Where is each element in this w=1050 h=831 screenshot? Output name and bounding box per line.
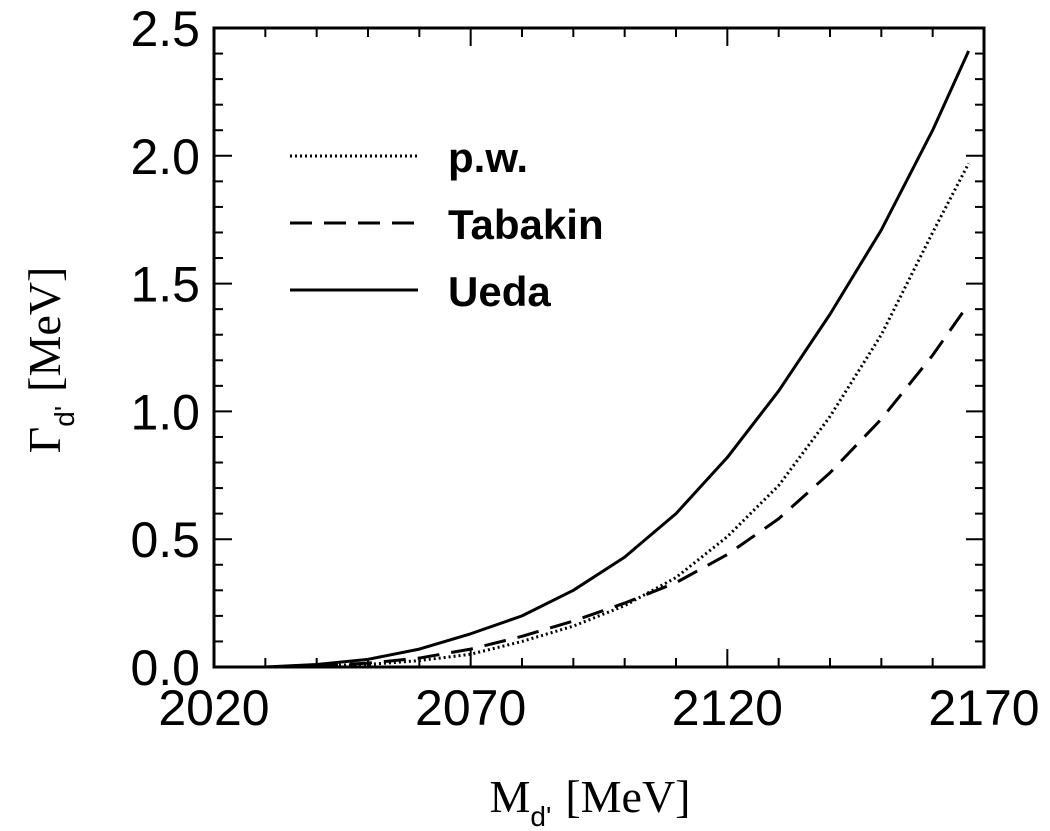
legend: p.w. Tabakin Ueda <box>290 134 604 315</box>
y-tick-label: 1.0 <box>130 384 200 440</box>
plot-frame <box>212 26 986 669</box>
ticks-layer <box>213 27 985 668</box>
y-axis-subscript: d' <box>49 406 80 427</box>
y-tick-label: 2.0 <box>130 129 200 185</box>
x-tick-label: 2020 <box>158 680 269 736</box>
y-tick-label: 1.5 <box>130 257 200 313</box>
y-axis-symbol: Γ <box>19 427 70 454</box>
legend-label-pw: p.w. <box>448 134 528 181</box>
x-axis-subscript: d' <box>530 801 551 831</box>
x-tick-label: 2170 <box>928 680 1039 736</box>
x-axis-symbol: M <box>489 771 530 822</box>
y-tick-label: 2.5 <box>130 1 200 57</box>
x-tick-label: 2120 <box>672 680 783 736</box>
x-tick-labels: 2020 2070 2120 2170 <box>158 680 1039 736</box>
legend-label-tabakin: Tabakin <box>448 201 604 248</box>
series-line-p-w <box>214 162 970 669</box>
series-layer <box>214 50 970 669</box>
y-axis-title: Γd' [MeV] <box>19 267 80 454</box>
y-tick-label: 0.5 <box>130 512 200 568</box>
y-tick-labels: 0.0 0.5 1.0 1.5 2.0 2.5 <box>130 1 200 696</box>
y-axis-unit: [MeV] <box>19 267 70 392</box>
x-axis-unit: [MeV] <box>565 771 690 822</box>
series-line-tabakin <box>214 303 970 669</box>
series-line-ueda <box>214 50 970 669</box>
x-axis-title: Md' [MeV] <box>489 771 690 831</box>
y-tick-label: 0.0 <box>130 640 200 696</box>
legend-label-ueda: Ueda <box>448 268 551 315</box>
x-tick-label: 2070 <box>415 680 526 736</box>
